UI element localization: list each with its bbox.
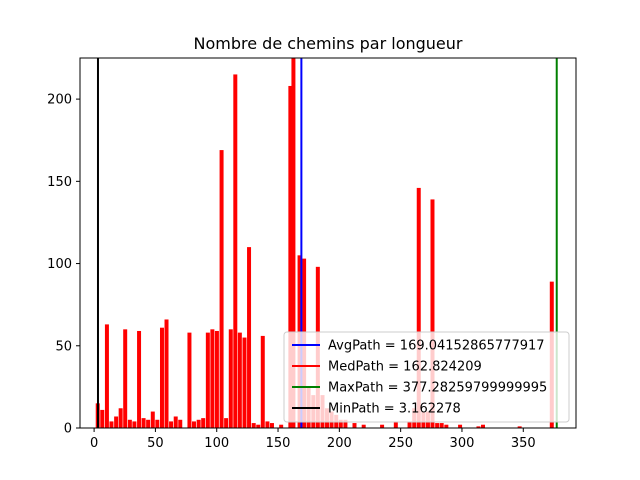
histogram-bar <box>100 409 105 428</box>
histogram-bar <box>205 332 210 428</box>
axes-frame <box>79 57 577 429</box>
y-tick-label: 100 <box>47 257 72 272</box>
x-tick-label: 150 <box>266 436 291 451</box>
histogram-bar <box>439 423 444 428</box>
histogram-bar <box>251 423 256 428</box>
x-tick-label: 350 <box>511 436 536 451</box>
histogram-bar <box>279 424 284 428</box>
histogram-bar <box>127 419 132 428</box>
histogram-bar <box>219 150 224 428</box>
y-tick-label: 150 <box>47 175 72 190</box>
histogram-bar <box>123 329 128 428</box>
histogram-bar <box>214 330 219 428</box>
histogram-bar <box>137 330 142 428</box>
histogram-bar <box>481 424 485 428</box>
histogram-bar <box>224 418 229 428</box>
histogram-bar <box>178 419 183 428</box>
x-tick-label: 300 <box>450 436 475 451</box>
histogram-bar <box>173 416 178 428</box>
histogram-bar <box>247 247 252 428</box>
histogram-bar <box>380 424 385 428</box>
histogram-bar <box>407 421 412 428</box>
x-tick-label: 50 <box>147 436 164 451</box>
histogram-bar <box>141 418 146 428</box>
histogram-bar <box>169 421 174 428</box>
histogram-bar <box>352 423 357 428</box>
histogram-bar <box>155 419 160 428</box>
histogram-bar <box>187 332 192 428</box>
histogram-bar <box>343 419 348 428</box>
histogram-bar <box>361 424 366 428</box>
legend-entry: AvgPath = 169.04152865777917 <box>328 339 545 354</box>
histogram-bar <box>256 424 261 428</box>
legend-entry: MaxPath = 377.28259799999995 <box>328 381 547 396</box>
histogram-bar <box>242 337 247 428</box>
legend-entry: MinPath = 3.162278 <box>328 402 461 417</box>
histogram-bar <box>233 74 238 428</box>
histogram-bar <box>393 421 398 428</box>
y-tick-label: 200 <box>47 93 72 108</box>
x-tick-label: 100 <box>204 436 229 451</box>
histogram-bar <box>338 419 343 428</box>
histogram-bar <box>435 423 440 428</box>
y-axis-ticks: 0 50 100 150 200 <box>47 93 80 437</box>
histogram-bar <box>237 332 242 428</box>
histogram-bar <box>146 419 151 428</box>
y-tick-label: 50 <box>55 339 72 354</box>
histogram-bar <box>265 421 270 428</box>
y-tick-label: 0 <box>64 422 72 437</box>
histogram-bar <box>164 319 169 428</box>
x-tick-label: 250 <box>388 436 413 451</box>
histogram-bar <box>430 199 435 428</box>
chart-title: Nombre de chemins par longueur <box>194 34 463 53</box>
histogram-bar <box>191 421 196 428</box>
histogram-bar <box>104 324 109 428</box>
histogram-bar <box>109 421 114 428</box>
histogram-bar <box>114 416 119 428</box>
legend-box <box>283 331 570 423</box>
histogram-bar <box>150 411 155 428</box>
histogram-bar <box>288 85 293 429</box>
x-tick-label: 200 <box>327 436 352 451</box>
histogram-bar <box>260 335 265 428</box>
legend: AvgPath = 169.04152865777917 MedPath = 16… <box>283 331 570 423</box>
histogram-bar <box>416 187 421 428</box>
x-tick-label: 0 <box>90 436 98 451</box>
histogram-bar <box>476 426 481 428</box>
histogram-bar <box>517 426 522 428</box>
histogram-bar <box>196 419 201 428</box>
histogram-bar <box>210 329 215 428</box>
legend-entry: MedPath = 162.824209 <box>328 360 482 375</box>
histogram-bar <box>444 424 449 428</box>
histogram-bar <box>228 329 233 428</box>
histogram-bar <box>118 408 123 428</box>
histogram-bar <box>458 424 463 428</box>
histogram-bar <box>269 423 274 428</box>
histogram-bar <box>132 421 137 428</box>
histogram-bar <box>159 327 164 428</box>
histogram-bar <box>201 418 206 428</box>
x-axis-ticks: 0 50 100 150 200 250 300 350 <box>90 428 536 451</box>
